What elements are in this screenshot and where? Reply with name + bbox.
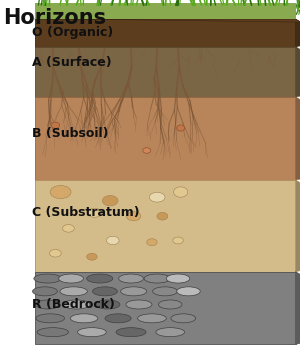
Ellipse shape <box>60 287 87 296</box>
Ellipse shape <box>173 187 188 197</box>
Ellipse shape <box>93 287 117 296</box>
Ellipse shape <box>36 314 64 323</box>
Ellipse shape <box>37 328 68 337</box>
Ellipse shape <box>177 287 200 296</box>
Text: A (Surface): A (Surface) <box>32 56 112 69</box>
Polygon shape <box>296 19 300 47</box>
Ellipse shape <box>50 249 61 257</box>
Ellipse shape <box>87 253 97 260</box>
Polygon shape <box>296 47 300 97</box>
Text: Horizons: Horizons <box>4 8 107 28</box>
Ellipse shape <box>127 212 141 221</box>
Ellipse shape <box>32 287 57 296</box>
Ellipse shape <box>149 192 165 202</box>
Ellipse shape <box>147 239 157 246</box>
Ellipse shape <box>138 314 166 323</box>
Ellipse shape <box>166 274 190 283</box>
Ellipse shape <box>177 125 184 131</box>
Polygon shape <box>296 272 300 344</box>
Ellipse shape <box>153 287 177 296</box>
Ellipse shape <box>34 274 61 283</box>
Ellipse shape <box>58 274 83 283</box>
Text: R (Bedrock): R (Bedrock) <box>32 298 115 311</box>
Ellipse shape <box>63 300 90 309</box>
Ellipse shape <box>171 314 196 323</box>
Ellipse shape <box>106 236 119 245</box>
Polygon shape <box>296 180 300 272</box>
Ellipse shape <box>105 314 131 323</box>
Polygon shape <box>296 97 300 180</box>
Ellipse shape <box>51 122 60 128</box>
Ellipse shape <box>126 300 152 309</box>
Ellipse shape <box>156 328 184 337</box>
Bar <box>34 180 296 272</box>
Polygon shape <box>34 18 300 22</box>
Bar <box>34 47 296 97</box>
Bar <box>34 97 296 180</box>
Ellipse shape <box>63 225 74 232</box>
Text: C (Substratum): C (Substratum) <box>32 206 140 219</box>
Ellipse shape <box>95 300 120 309</box>
Ellipse shape <box>50 185 71 199</box>
Bar <box>34 272 296 344</box>
Ellipse shape <box>119 274 143 283</box>
Text: O (Organic): O (Organic) <box>32 26 114 39</box>
Ellipse shape <box>158 300 182 309</box>
Bar <box>34 19 296 47</box>
Ellipse shape <box>70 314 98 323</box>
Ellipse shape <box>143 148 151 153</box>
Ellipse shape <box>87 274 113 283</box>
Ellipse shape <box>87 208 102 217</box>
Ellipse shape <box>102 195 118 206</box>
Ellipse shape <box>35 300 60 309</box>
Ellipse shape <box>144 274 170 283</box>
Ellipse shape <box>157 212 168 220</box>
Ellipse shape <box>121 287 147 296</box>
Ellipse shape <box>78 328 106 337</box>
Bar <box>34 3 296 19</box>
Text: B (Subsoil): B (Subsoil) <box>32 127 109 140</box>
Ellipse shape <box>173 237 183 244</box>
Ellipse shape <box>116 328 146 337</box>
